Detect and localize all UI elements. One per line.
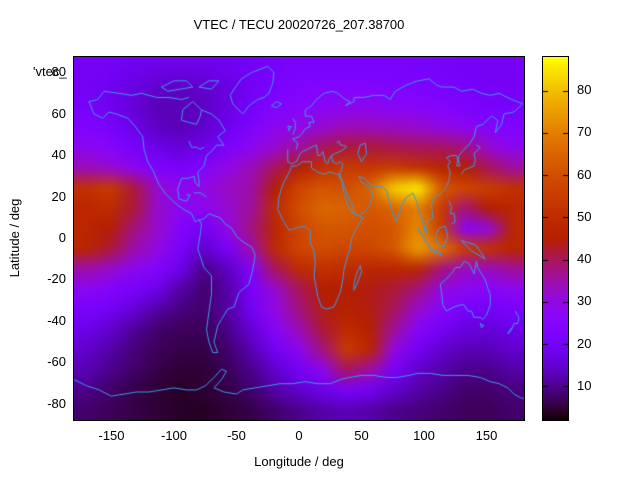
- colorbar: [542, 56, 569, 421]
- x-tick-label: -50: [227, 428, 246, 443]
- key-label: 'vtec_: [33, 64, 67, 79]
- y-tick-label: 0: [58, 230, 66, 245]
- colorbar-tick-label: 70: [577, 124, 592, 140]
- heatmap-canvas: [74, 57, 524, 420]
- x-tick-label: 100: [413, 428, 435, 443]
- y-tick-label: 40: [51, 147, 66, 163]
- x-tick-label: -100: [160, 428, 188, 443]
- chart-title: VTEC / TECU 20020726_207.38700: [193, 17, 405, 32]
- x-axis-label: Longitude / deg: [254, 454, 344, 469]
- y-tick-label: 20: [51, 188, 66, 204]
- colorbar-tick-label: 10: [577, 377, 592, 393]
- y-tick-label: -20: [47, 271, 66, 287]
- y-tick-label: 80: [51, 64, 66, 80]
- y-tick-label: -60: [47, 354, 66, 370]
- colorbar-tick-label: 50: [577, 208, 592, 224]
- colorbar-tick-label: 60: [577, 166, 592, 182]
- x-tick-label: 150: [475, 428, 498, 443]
- plot-area: [73, 56, 525, 421]
- colorbar-tick-label: 40: [577, 251, 592, 267]
- y-tick-label: -40: [47, 312, 66, 328]
- x-tick-label: -150: [98, 428, 125, 443]
- x-tick-label: 0: [295, 428, 303, 443]
- y-tick-label: 60: [51, 105, 66, 121]
- colorbar-tick-label: 20: [577, 335, 592, 351]
- colorbar-tick-label: 80: [577, 82, 592, 98]
- colorbar-canvas: [543, 57, 568, 420]
- x-tick-label: 50: [354, 428, 369, 443]
- colorbar-tick-label: 30: [577, 293, 592, 309]
- y-tick-label: -80: [47, 395, 66, 411]
